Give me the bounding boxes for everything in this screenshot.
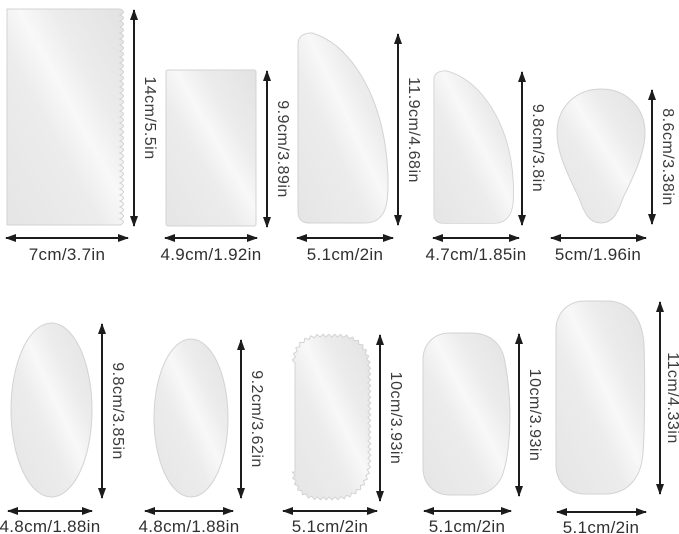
width-dimension-arrow <box>557 511 646 513</box>
height-label: 9.9cm/3.89in <box>274 100 291 198</box>
width-dimension-arrow <box>6 237 128 239</box>
height-dimension-arrow <box>266 71 268 227</box>
width-label: 4.9cm/1.92in <box>160 245 262 264</box>
oval-scraper-shape <box>153 338 229 498</box>
width-label: 5cm/1.96in <box>554 245 642 264</box>
height-label: 11.9cm/4.68in <box>405 77 422 183</box>
rectangle-scraper-shape <box>165 69 257 227</box>
height-label: 9.8cm/3.8in <box>529 103 546 193</box>
height-label: 10cm/3.93in <box>387 371 404 465</box>
serrated-rectangle-scraper-shape <box>6 8 124 226</box>
width-dimension-arrow <box>8 510 92 512</box>
width-dimension-arrow <box>433 237 519 239</box>
width-label: 4.7cm/1.85in <box>425 245 527 264</box>
width-label: 5.1cm/2in <box>562 518 640 534</box>
curved-wedge-scraper-shape <box>433 70 515 224</box>
height-dimension-arrow <box>651 90 653 224</box>
height-dimension-arrow <box>379 335 381 501</box>
height-label: 9.8cm/3.85in <box>109 362 126 460</box>
width-label: 4.8cm/1.88in <box>138 517 240 534</box>
width-dimension-arrow <box>297 237 393 239</box>
width-dimension-arrow <box>283 510 377 512</box>
height-label: 11cm/4.33in <box>664 352 679 444</box>
height-label: 14cm/5.5in <box>141 76 158 160</box>
height-dimension-arrow <box>397 34 399 225</box>
rounded-pill-scraper-shape <box>555 300 646 495</box>
height-dimension-arrow <box>518 334 520 496</box>
width-label: 5.1cm/2in <box>428 517 506 534</box>
width-label: 4.8cm/1.88in <box>0 517 101 534</box>
curved-wedge-scraper-shape <box>297 32 389 224</box>
width-label: 7cm/3.7in <box>28 245 106 264</box>
height-dimension-arrow <box>240 340 242 498</box>
width-label: 5.1cm/2in <box>291 517 369 534</box>
height-label: 9.2cm/3.62in <box>248 370 265 468</box>
width-dimension-arrow <box>145 510 233 512</box>
teardrop-scraper-shape <box>556 88 646 224</box>
width-dimension-arrow <box>165 237 257 239</box>
width-label: 5.1cm/2in <box>306 245 384 264</box>
serrated-pill-scraper-shape <box>291 333 372 501</box>
width-dimension-arrow <box>551 237 646 239</box>
height-dimension-arrow <box>133 10 135 226</box>
height-dimension-arrow <box>521 72 523 225</box>
oval-scraper-shape <box>10 322 93 498</box>
width-dimension-arrow <box>424 510 511 512</box>
height-dimension-arrow <box>101 324 103 498</box>
height-dimension-arrow <box>659 302 661 494</box>
height-label: 10cm/3.93in <box>526 368 543 462</box>
rounded-pill-scraper-shape <box>422 332 511 496</box>
height-label: 8.6cm/3.38in <box>659 108 676 206</box>
